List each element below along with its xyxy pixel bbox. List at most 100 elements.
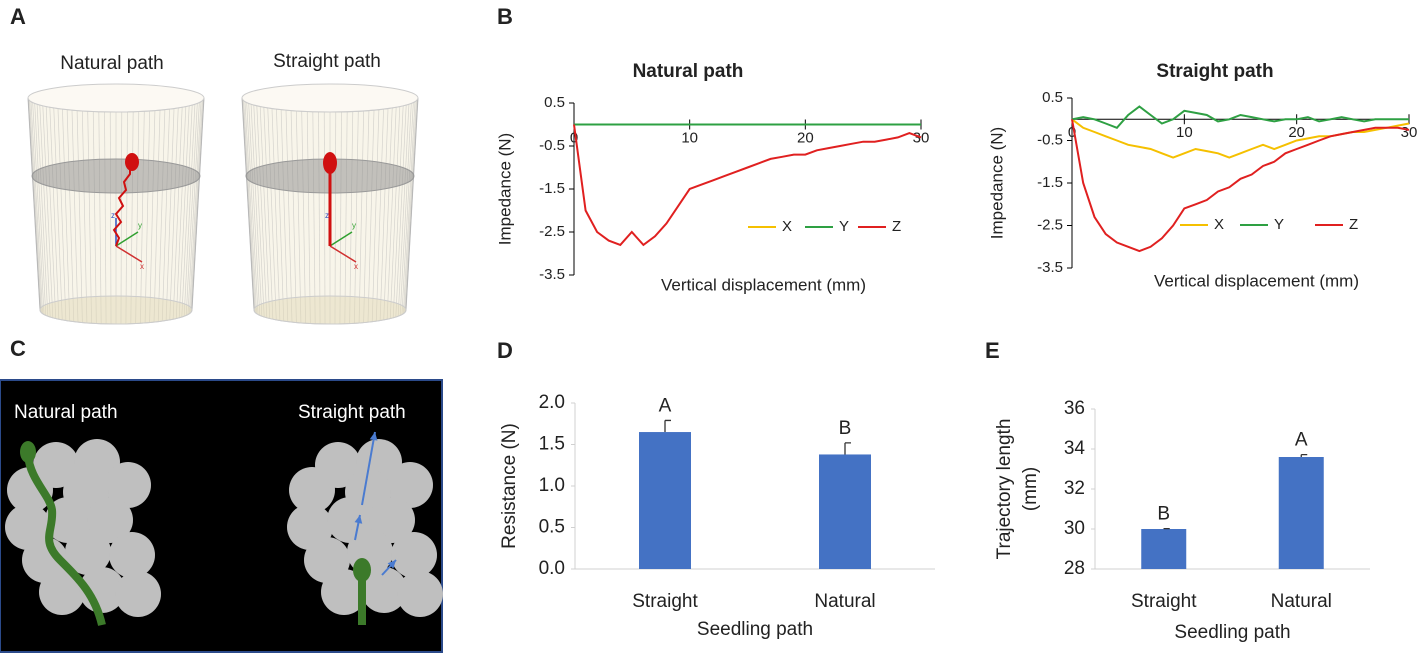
cylinder-line [241, 97, 255, 311]
cylinder-line [395, 104, 407, 318]
arrow-head [387, 560, 396, 569]
x-tick-label: Natural [1271, 591, 1332, 612]
legend-label: Y [839, 218, 849, 235]
cylinder-line [241, 98, 255, 311]
cylinder-line [276, 109, 285, 322]
particle [321, 569, 367, 615]
cylinder-line [367, 110, 375, 323]
cylinder-line [62, 109, 71, 322]
series-line [573, 124, 922, 247]
cylinder-line [334, 111, 337, 324]
cylinder-line [383, 107, 393, 320]
particle [87, 497, 133, 543]
y-tick-label: -3.5 [539, 266, 565, 283]
legend-label: X [1214, 216, 1224, 233]
x-tick-label: 10 [681, 129, 698, 146]
error-bar [1300, 453, 1308, 457]
legend-label: X [782, 218, 792, 235]
cylinder-line [30, 101, 43, 314]
cylinder-line [323, 111, 326, 324]
panel-a-title: Straight path [273, 51, 381, 72]
legend-label: Z [892, 218, 901, 235]
cylinder-line [397, 104, 410, 317]
cylinder-line [379, 108, 389, 321]
y-tick-label: -0.5 [1037, 131, 1063, 148]
cylinder-line [169, 107, 179, 320]
cylinder-line [81, 110, 88, 323]
cylinder-line [29, 100, 42, 313]
axis-letter: y [138, 221, 142, 230]
x-tick-label: Natural [814, 591, 875, 612]
particle [109, 532, 155, 578]
axis-letter: x [140, 262, 144, 271]
cylinder-line [267, 107, 277, 320]
cylinder-line [301, 111, 306, 324]
cylinder-line [104, 111, 107, 324]
y-tick-label: -3.5 [1037, 259, 1063, 276]
cylinder-line [187, 102, 200, 315]
cylinder-line [153, 110, 161, 323]
axis-letter: x [354, 262, 358, 271]
panel-label: A [10, 4, 26, 29]
y-tick-label: 1.0 [539, 475, 565, 496]
cylinder-line [405, 97, 419, 311]
cylinder-line [181, 104, 193, 318]
cylinder-line [140, 111, 145, 324]
axis-letter: z [325, 211, 329, 220]
x-tick-label: 30 [1401, 124, 1417, 141]
cylinder-line [399, 103, 412, 316]
panel-label: C [10, 336, 26, 361]
cylinder-line [42, 105, 54, 318]
cylinder-line [405, 99, 418, 312]
panel-c-title: Natural path [14, 402, 118, 423]
force-arrow [361, 431, 376, 506]
y-axis-label: Resistance (N) [499, 423, 520, 549]
panel-label: B [497, 4, 513, 29]
bar [819, 454, 871, 569]
particle [115, 571, 161, 617]
significance-letter: B [839, 418, 852, 439]
bar [639, 432, 691, 569]
cylinder-line [189, 101, 202, 314]
y-tick-label: -2.5 [1037, 216, 1063, 233]
cylinder-line [172, 107, 183, 320]
y-tick-label: -1.5 [1037, 174, 1063, 191]
legend-label: Z [1349, 216, 1358, 233]
cylinder-line [263, 107, 274, 320]
cylinder-line [318, 111, 321, 324]
legend-label: Y [1274, 216, 1284, 233]
cylinder-line [165, 108, 175, 321]
x-tick-label: 20 [797, 129, 814, 146]
cylinder: z y x [241, 83, 419, 325]
seedling-head [353, 558, 371, 582]
y-tick-label: 0.0 [539, 558, 565, 579]
particle [7, 467, 53, 513]
y-axis-label: Trajectory length (mm) [994, 418, 1041, 560]
y-tick-label: -2.5 [539, 223, 565, 240]
panel-label: D [497, 338, 513, 363]
cylinder-line [185, 103, 198, 316]
y-tick-label: 0.5 [1042, 89, 1063, 106]
cylinder-line [53, 107, 63, 320]
cylinder-line [191, 98, 205, 311]
cylinder-line [375, 109, 384, 322]
series-line [1071, 118, 1410, 159]
x-tick-label: 10 [1176, 124, 1193, 141]
cylinder-line [312, 111, 316, 324]
cylinder-line [157, 109, 166, 322]
x-tick-label: Straight [1131, 591, 1197, 612]
cylinder-line [71, 110, 79, 323]
axis-x [115, 245, 143, 263]
cylinder-line [49, 107, 60, 320]
cylinder-line [363, 110, 370, 323]
cylinder-line [344, 111, 348, 324]
cylinder-line [57, 108, 67, 321]
cylinder-line [98, 111, 102, 324]
y-tick-label: 2.0 [539, 392, 565, 413]
y-axis-label: Impedance (N) [987, 127, 1006, 239]
cylinder-line [32, 102, 45, 315]
root-path [112, 168, 131, 247]
particle-diagram [5, 431, 443, 626]
error-bar [844, 442, 851, 455]
cylinder-line [371, 109, 380, 322]
